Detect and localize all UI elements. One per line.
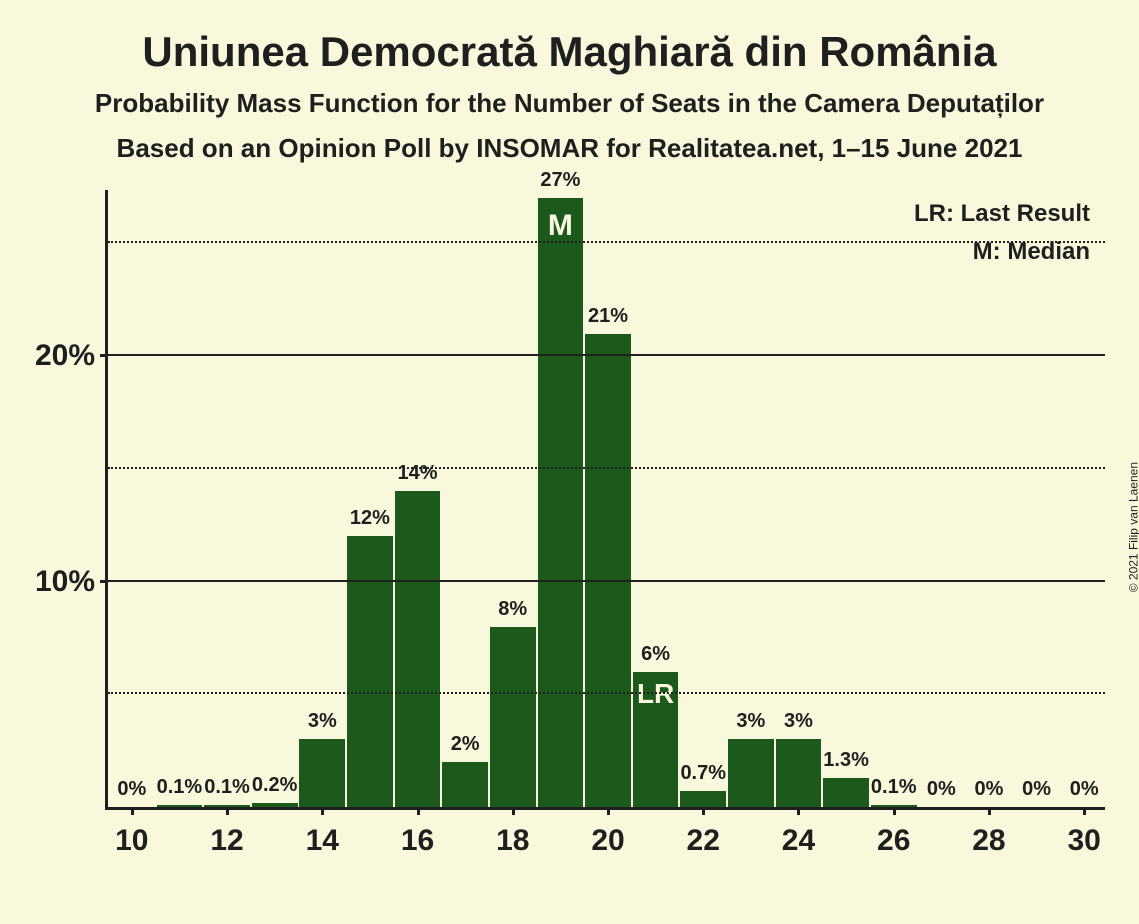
bar [252, 803, 298, 808]
bar [395, 491, 441, 807]
chart-title: Uniunea Democrată Maghiară din România [30, 28, 1109, 76]
x-axis-label: 28 [972, 824, 1005, 858]
x-axis-label: 30 [1068, 824, 1101, 858]
x-tick [607, 807, 610, 815]
x-axis-label: 24 [782, 824, 815, 858]
bar [538, 198, 584, 807]
bar-value-label: 0% [1022, 778, 1051, 801]
bar-value-label: 0% [117, 778, 146, 801]
x-axis-label: 14 [306, 824, 339, 858]
bar-value-label: 0.2% [252, 774, 298, 797]
bar-value-label: 3% [784, 710, 813, 733]
bar [157, 805, 203, 807]
bar-value-label: 6% [641, 643, 670, 666]
x-axis-label: 12 [210, 824, 243, 858]
x-tick [702, 807, 705, 815]
gridline-major [108, 580, 1105, 582]
x-tick [797, 807, 800, 815]
y-tick [100, 580, 108, 583]
bar-value-label: 0.1% [204, 776, 250, 799]
bars-layer: 0%0.1%0.1%0.2%3%12%14%2%8%27%M21%6%LR0.7… [108, 190, 1105, 807]
bar-value-label: 0.1% [871, 776, 917, 799]
x-tick [512, 807, 515, 815]
bar-value-label: 14% [398, 462, 438, 485]
x-tick [226, 807, 229, 815]
chart-subtitle-2: Based on an Opinion Poll by INSOMAR for … [30, 133, 1109, 164]
bar-value-label: 0.1% [157, 776, 203, 799]
x-tick [131, 807, 134, 815]
y-tick [100, 354, 108, 357]
x-tick [893, 807, 896, 815]
bar-value-label: 3% [736, 710, 765, 733]
x-tick [1083, 807, 1086, 815]
copyright-text: © 2021 Filip van Laenen [1126, 462, 1139, 592]
bar-value-label: 27% [540, 169, 580, 192]
bar [680, 791, 726, 807]
bar [299, 739, 345, 807]
bar-value-label: 0.7% [680, 762, 726, 785]
chart-subtitle-1: Probability Mass Function for the Number… [30, 88, 1109, 119]
x-axis-label: 22 [687, 824, 720, 858]
gridline-minor [108, 467, 1105, 469]
x-tick [417, 807, 420, 815]
plot-area: LR: Last Result M: Median 0%0.1%0.1%0.2%… [105, 190, 1105, 810]
x-axis-label: 18 [496, 824, 529, 858]
bar-value-label: 2% [451, 733, 480, 756]
bar [442, 762, 488, 807]
x-axis-label: 20 [591, 824, 624, 858]
y-axis-label: 10% [35, 565, 95, 599]
gridline-minor [108, 241, 1105, 243]
bar-value-label: 0% [927, 778, 956, 801]
x-tick [988, 807, 991, 815]
gridline-minor [108, 692, 1105, 694]
bar-value-label: 8% [498, 598, 527, 621]
bar-value-label: 12% [350, 507, 390, 530]
bar [585, 334, 631, 807]
chart-container: Uniunea Democrată Maghiară din România P… [0, 0, 1139, 924]
bar [776, 739, 822, 807]
bar [490, 627, 536, 807]
gridline-major [108, 354, 1105, 356]
bar-value-label: 0% [1070, 778, 1099, 801]
bar [823, 778, 869, 807]
bar-value-label: 0% [974, 778, 1003, 801]
median-marker: M [548, 209, 573, 243]
bar [728, 739, 774, 807]
bar-value-label: 3% [308, 710, 337, 733]
y-axis-label: 20% [35, 339, 95, 373]
x-axis-label: 16 [401, 824, 434, 858]
bar [347, 536, 393, 807]
x-axis-label: 26 [877, 824, 910, 858]
bar-value-label: 1.3% [823, 749, 869, 772]
x-axis-label: 10 [115, 824, 148, 858]
x-tick [321, 807, 324, 815]
bar-value-label: 21% [588, 305, 628, 328]
